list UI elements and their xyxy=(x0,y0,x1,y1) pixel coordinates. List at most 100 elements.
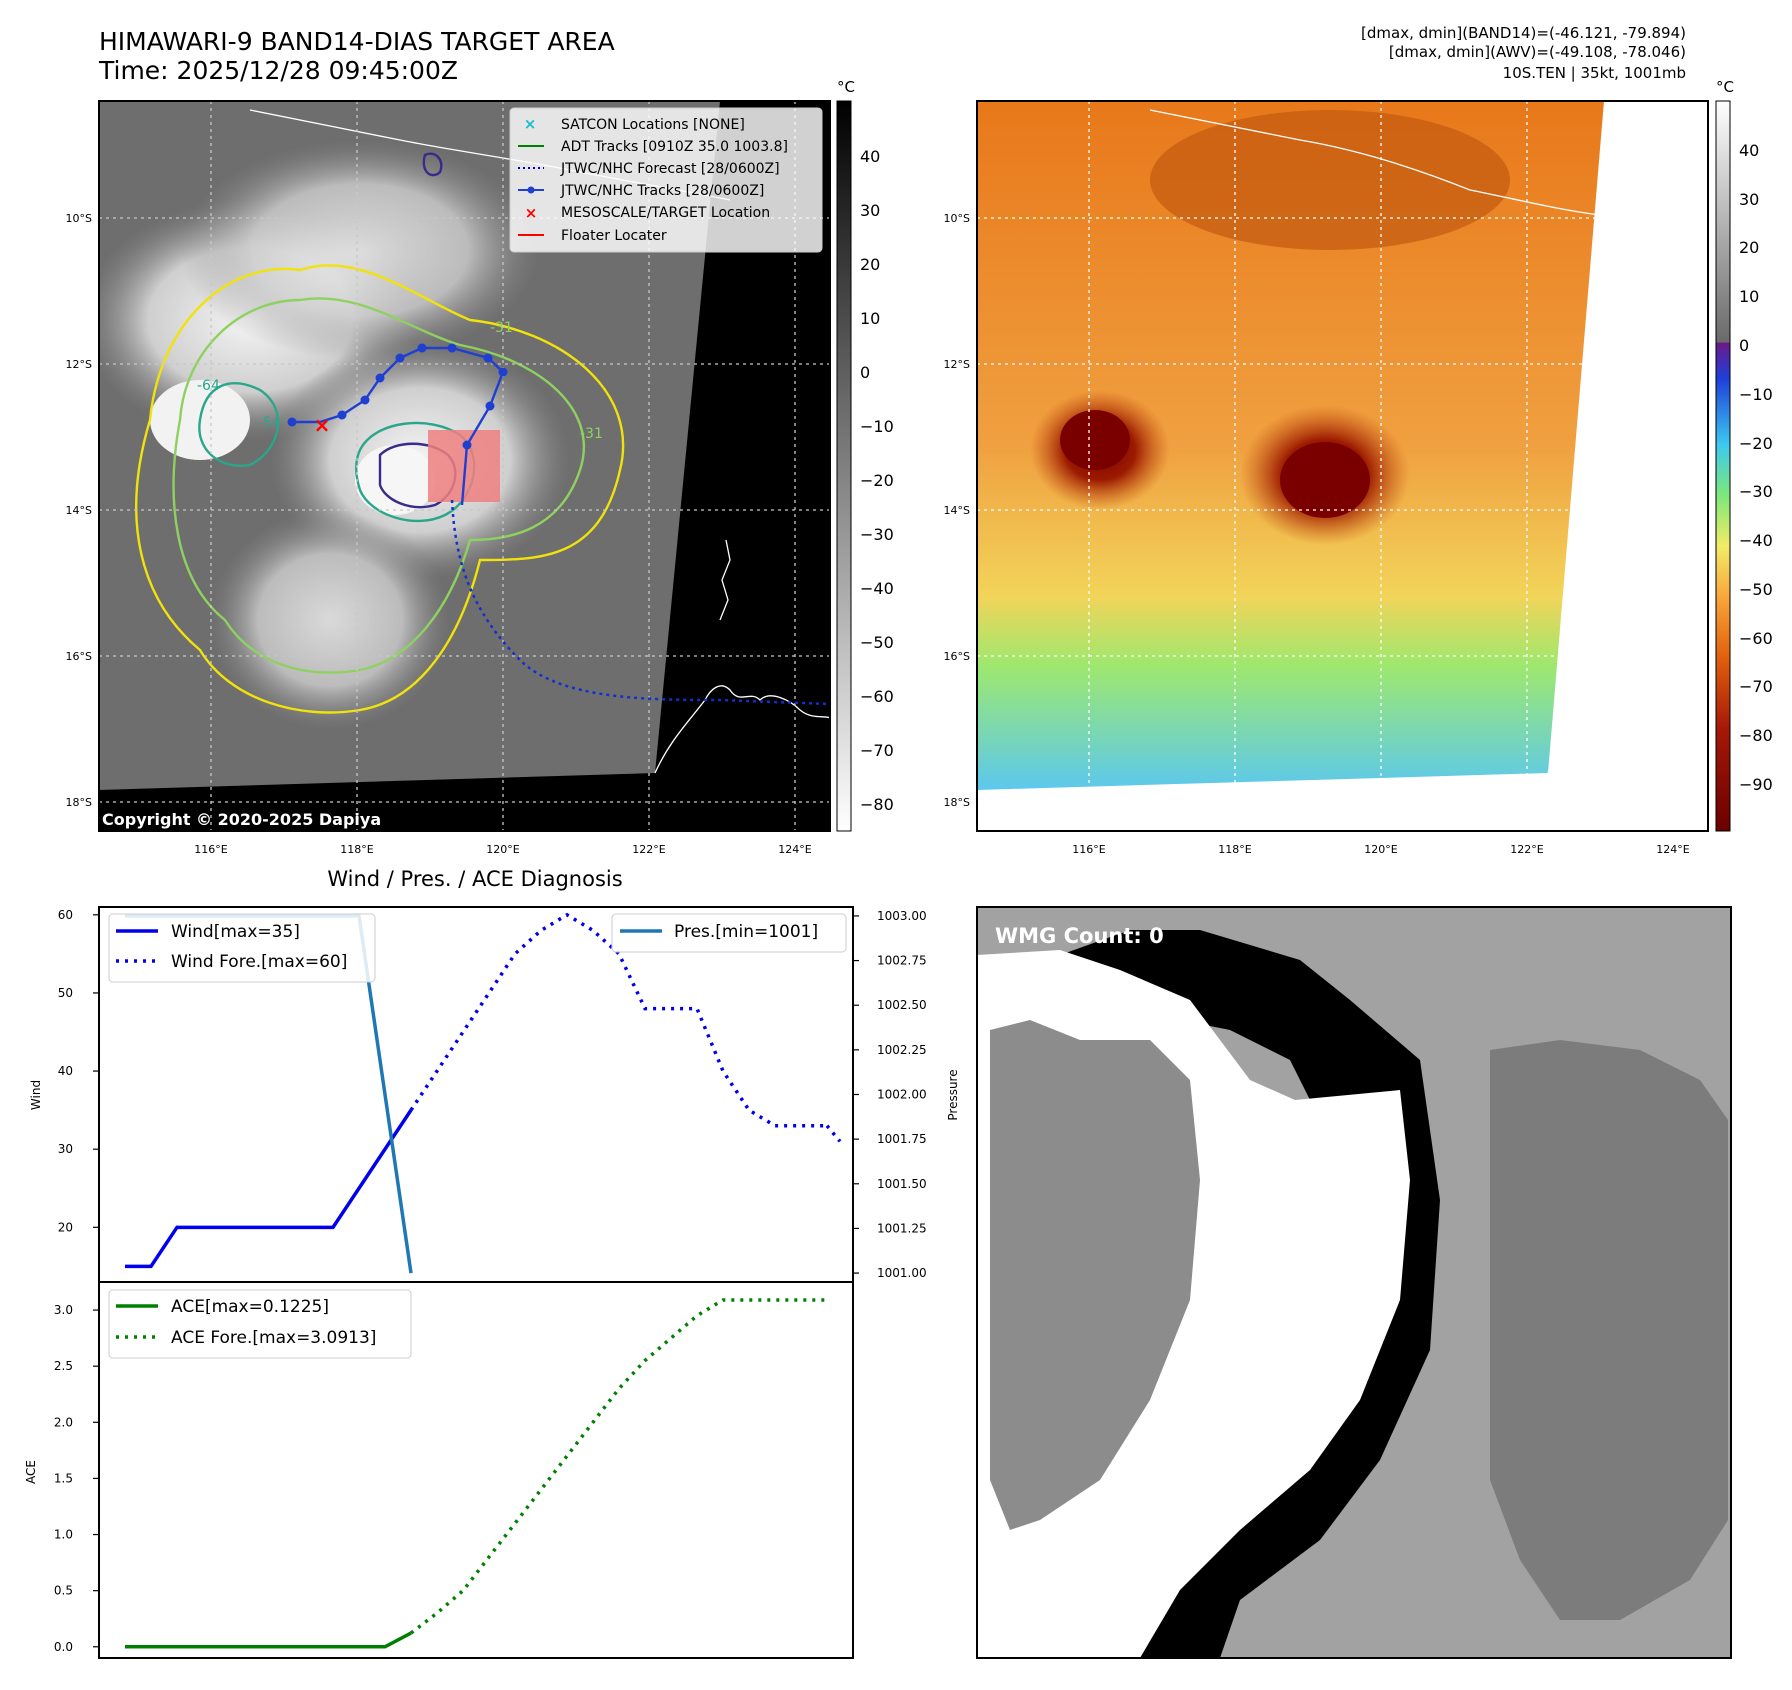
pressure-tick-label: 1001.00 xyxy=(877,1266,927,1280)
contour-label-2: -54 xyxy=(258,415,281,431)
gray-tick: 10 xyxy=(860,309,880,328)
map-legend[interactable]: × SATCON Locations [NONE] ADT Tracks [09… xyxy=(509,107,823,253)
gray-tick: −40 xyxy=(860,579,894,598)
map2-lon-labels: 116°E 118°E 120°E 122°E 124°E xyxy=(1072,843,1689,856)
color-tick: 0 xyxy=(1739,336,1749,355)
legend-forecast: JTWC/NHC Forecast [28/0600Z] xyxy=(560,161,780,177)
legend-target: MESOSCALE/TARGET Location xyxy=(561,205,770,221)
gray-tick: 40 xyxy=(860,147,880,166)
stats-storm: 10S.TEN | 35kt, 1001mb xyxy=(1502,64,1686,82)
gray-tick: −70 xyxy=(860,741,894,760)
gray-colorbar-unit: °C xyxy=(837,78,855,96)
map1-lon-labels: 116°E 118°E 120°E 122°E 124°E xyxy=(194,843,811,856)
lon-label: 116°E xyxy=(194,843,227,856)
pressure-tick-label: 1002.75 xyxy=(877,954,927,968)
color-tick: −40 xyxy=(1739,531,1773,550)
legend-acefore: ACE Fore.[max=3.0913] xyxy=(171,1328,376,1348)
pressure-tick-label: 1002.50 xyxy=(877,998,927,1012)
legend-satcon-marker: × xyxy=(524,115,537,133)
color-tick: −80 xyxy=(1739,726,1773,745)
pressure-tick-label: 1002.00 xyxy=(877,1088,927,1102)
pressure-tick-label: 1001.75 xyxy=(877,1132,927,1146)
color-tick: 10 xyxy=(1739,287,1759,306)
lat-label: 10°S xyxy=(66,212,92,225)
ace-plot: 0.0 0.5 1.0 1.5 2.0 2.5 3.0 xyxy=(54,1298,827,1654)
wind-legend[interactable]: Wind[max=35] Wind Fore.[max=60] xyxy=(108,913,376,983)
gray-tick: 30 xyxy=(860,201,880,220)
wind-tick-label: 60 xyxy=(58,908,73,922)
wind-line xyxy=(125,1109,413,1269)
lat-label: 10°S xyxy=(944,212,970,225)
lat-label: 16°S xyxy=(944,650,970,663)
wind-forecast-tail xyxy=(825,1124,842,1143)
ace-axis-label: ACE xyxy=(24,1460,38,1484)
color-colorbar-unit: °C xyxy=(1716,78,1734,96)
diagnosis-title: Wind / Pres. / ACE Diagnosis xyxy=(327,867,622,891)
ace-line xyxy=(125,1631,412,1649)
gray-tick: −80 xyxy=(860,795,894,814)
copyright-label: Copyright © 2020-2025 Dapiya xyxy=(102,810,381,829)
gray-tick: 20 xyxy=(860,255,880,274)
gray-tick: −30 xyxy=(860,525,894,544)
color-colorbar-ticks: 40 30 20 10 0 −10 −20 −30 −40 −50 −60 −7… xyxy=(1739,141,1773,794)
lon-label: 122°E xyxy=(632,843,665,856)
lon-label: 124°E xyxy=(778,843,811,856)
lon-label: 120°E xyxy=(486,843,519,856)
color-tick: −90 xyxy=(1739,775,1773,794)
contour-label-3: -31 xyxy=(490,320,513,336)
wind-tick-label: 50 xyxy=(58,986,73,1000)
wind-tick-label: 20 xyxy=(58,1220,73,1234)
legend-ace: ACE[max=0.1225] xyxy=(171,1297,329,1317)
pressure-tick-label: 1001.50 xyxy=(877,1177,927,1191)
lat-label: 12°S xyxy=(66,358,92,371)
ace-legend[interactable]: ACE[max=0.1225] ACE Fore.[max=3.0913] xyxy=(108,1289,412,1359)
wind-tick-label: 40 xyxy=(58,1064,73,1078)
ace-tick-label: 0.0 xyxy=(54,1640,73,1654)
lon-label: 124°E xyxy=(1656,843,1689,856)
lat-label: 16°S xyxy=(66,650,92,663)
jtwc-track-points xyxy=(287,343,508,450)
gray-colorbar-ticks: 40 30 20 10 0 −10 −20 −30 −40 −50 −60 −7… xyxy=(860,147,894,814)
legend-target-marker: × xyxy=(525,204,538,222)
legend-tracks-dot xyxy=(527,186,535,194)
lon-label: 120°E xyxy=(1364,843,1397,856)
lon-label: 118°E xyxy=(340,843,373,856)
gray-tick: −60 xyxy=(860,687,894,706)
wmg-panel: WMG Count: 0 xyxy=(976,906,1732,1659)
wind-axis-label: Wind xyxy=(29,1080,43,1110)
target-marker: × xyxy=(314,413,331,437)
stats-band14: [dmax, dmin](BAND14)=(-46.121, -79.894) xyxy=(1361,24,1686,42)
legend-adt: ADT Tracks [0910Z 35.0 1003.8] xyxy=(561,139,788,155)
wind-plot: 20 30 40 50 60 1001.00 1001.25 1001.50 1001.75 10… xyxy=(58,908,927,1280)
ace-tick-label: 1.5 xyxy=(54,1471,73,1485)
ir-map-frame xyxy=(98,100,831,832)
ace-tick-label: 2.5 xyxy=(54,1359,73,1373)
ace-tick-label: 2.0 xyxy=(54,1415,73,1429)
lat-label: 12°S xyxy=(944,358,970,371)
wmg-darkgray-region xyxy=(1490,1040,1728,1620)
gray-tick: −20 xyxy=(860,471,894,490)
legend-floater: Floater Locater xyxy=(561,228,667,244)
lon-label: 118°E xyxy=(1218,843,1251,856)
color-tick: −60 xyxy=(1739,629,1773,648)
lon-label: 116°E xyxy=(1072,843,1105,856)
wind-tick-label: 30 xyxy=(58,1142,73,1156)
color-tick: −50 xyxy=(1739,580,1773,599)
forecast-track xyxy=(450,499,830,706)
legend-wind: Wind[max=35] xyxy=(171,922,300,942)
pressure-legend[interactable]: Pres.[min=1001] xyxy=(611,913,847,953)
color-tick: 40 xyxy=(1739,141,1759,160)
gray-tick: −50 xyxy=(860,633,894,652)
coastlines-2 xyxy=(1149,109,1601,774)
contour-label-4: -31 xyxy=(580,426,603,442)
gray-tick: −10 xyxy=(860,417,894,436)
lat-label: 14°S xyxy=(66,504,92,517)
pressure-tick-label: 1003.00 xyxy=(877,909,927,923)
gray-colorbar xyxy=(836,100,852,832)
pressure-tick-label: 1001.25 xyxy=(877,1221,927,1235)
lat-label: 18°S xyxy=(944,796,970,809)
ace-tick-label: 1.0 xyxy=(54,1528,73,1542)
ace-tick-label: 0.5 xyxy=(54,1584,73,1598)
color-tick: 30 xyxy=(1739,190,1759,209)
